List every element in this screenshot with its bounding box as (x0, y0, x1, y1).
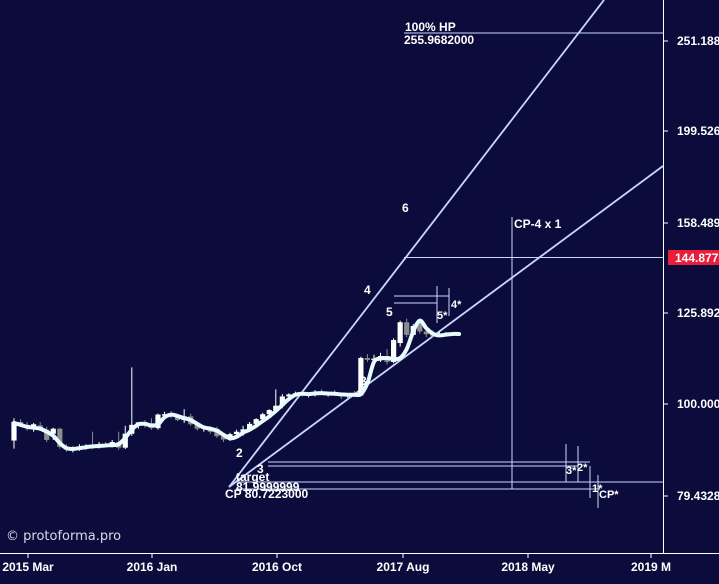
annotation-projection: 4* (451, 299, 462, 311)
annotation-projection: 3* (566, 465, 577, 477)
price-badge-label: 144.877 (675, 251, 719, 265)
annotation-wave: 4 (364, 283, 371, 297)
annotation-wave: 2 (236, 446, 243, 460)
candle-body (194, 424, 200, 429)
annotation-wave: 3 (360, 374, 367, 388)
annotation-level_value: CP 80.7223000 (225, 487, 309, 501)
annotation-wave: 3 (257, 462, 264, 476)
guide-lines (228, 0, 664, 508)
candle-body (260, 414, 266, 420)
annotation-wave: 5 (386, 305, 393, 319)
candle-body (220, 436, 227, 440)
x-tick-label: 2016 Jan (127, 560, 178, 574)
candle-body (279, 396, 285, 406)
smooth-line-path (12, 318, 462, 452)
candle-body (391, 340, 397, 362)
x-tick-label: 2015 Mar (2, 560, 54, 574)
candle-body (57, 428, 63, 447)
annotation-level_label: 100% HP (405, 20, 456, 34)
candle-body (175, 416, 181, 421)
price-badge (668, 250, 719, 265)
annotation-projection: CP* (599, 489, 619, 501)
x-tick-label: 2019 M (631, 560, 671, 574)
candle-body (11, 421, 17, 441)
y-tick-label: 199.526 (677, 124, 719, 138)
y-tick-label: 251.188 (677, 34, 719, 48)
candle-body (44, 429, 50, 440)
y-tick-label: 100.000 (677, 397, 719, 411)
candle-body (253, 419, 259, 424)
annotation-projection: 2* (577, 462, 588, 474)
smooth-line (12, 318, 462, 452)
candle-body (364, 357, 371, 360)
annotation-projection: 1* (592, 483, 603, 495)
y-tick-label: 79.4328 (677, 489, 719, 503)
annotation-level_value: 255.9682000 (404, 33, 474, 47)
annotation-projection: 5* (437, 310, 448, 322)
y-tick-label: 158.489 (677, 216, 719, 230)
candle-body (233, 431, 240, 435)
candle-body (397, 322, 403, 344)
candle-body (417, 319, 423, 332)
watermark: © protoforma.pro (6, 529, 122, 544)
annotation-wave: 6 (402, 201, 409, 215)
fan-line-upper (228, 0, 605, 488)
fan-line-lower (228, 165, 664, 488)
candle-body (273, 405, 279, 411)
x-tick-label: 2016 Oct (252, 560, 302, 574)
candle-body (247, 423, 253, 430)
candle-body (266, 410, 272, 415)
candle-body (155, 414, 161, 429)
annotation-label: CP-4 x 1 (514, 217, 562, 231)
x-tick-label: 2018 May (501, 560, 555, 574)
annotation-level_value: 81.9999999 (236, 480, 300, 494)
x-tick-label: 2017 Aug (377, 560, 430, 574)
candle-body (404, 322, 410, 335)
y-tick-label: 125.892 (677, 306, 719, 320)
annotation-label: target (236, 470, 269, 484)
candle-body (286, 394, 292, 397)
candle-body (50, 428, 56, 434)
candle-body (358, 357, 364, 396)
candle-body (423, 331, 429, 335)
